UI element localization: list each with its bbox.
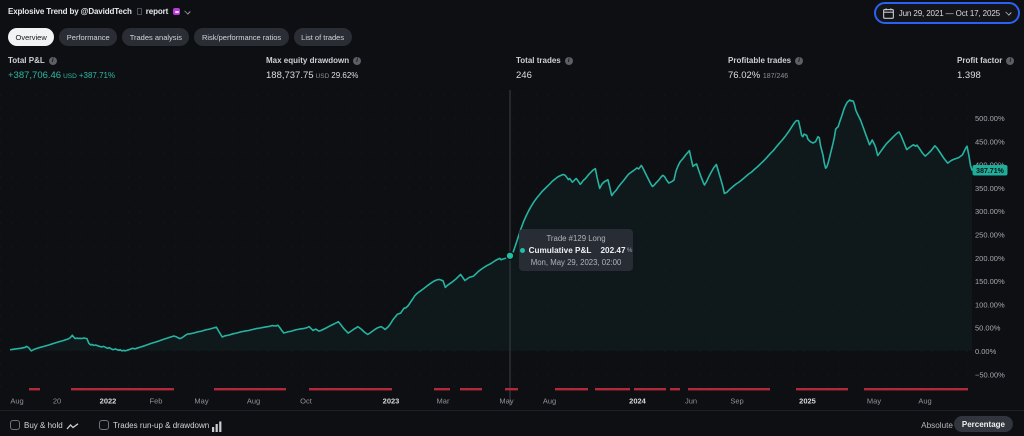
svg-text:20: 20: [53, 397, 61, 406]
svg-text:Aug: Aug: [918, 397, 931, 406]
svg-text:Oct: Oct: [300, 397, 313, 406]
svg-text:May: May: [867, 397, 881, 406]
svg-text:Jun: Jun: [685, 397, 697, 406]
svg-text:2025: 2025: [799, 397, 816, 406]
svg-text:300.00%: 300.00%: [975, 207, 1005, 216]
svg-text:250.00%: 250.00%: [975, 231, 1005, 240]
svg-text:Sep: Sep: [730, 397, 743, 406]
svg-text:2023: 2023: [383, 397, 400, 406]
svg-text:Aug: Aug: [543, 397, 556, 406]
svg-text:Feb: Feb: [150, 397, 163, 406]
svg-text:−50.00%: −50.00%: [975, 370, 1005, 379]
svg-text:Mar: Mar: [437, 397, 450, 406]
svg-text:450.00%: 450.00%: [975, 137, 1005, 146]
svg-text:100.00%: 100.00%: [975, 300, 1005, 309]
svg-text:500.00%: 500.00%: [975, 114, 1005, 123]
svg-text:200.00%: 200.00%: [975, 254, 1005, 263]
svg-text:May: May: [499, 397, 513, 406]
svg-text:50.00%: 50.00%: [975, 324, 1001, 333]
svg-text:350.00%: 350.00%: [975, 184, 1005, 193]
svg-text:150.00%: 150.00%: [975, 277, 1005, 286]
svg-text:May: May: [194, 397, 208, 406]
svg-text:0.00%: 0.00%: [975, 347, 997, 356]
svg-text:387.71%: 387.71%: [976, 168, 1004, 175]
svg-text:Aug: Aug: [10, 397, 23, 406]
svg-text:Aug: Aug: [247, 397, 260, 406]
svg-text:2022: 2022: [100, 397, 117, 406]
svg-text:2024: 2024: [629, 397, 647, 406]
